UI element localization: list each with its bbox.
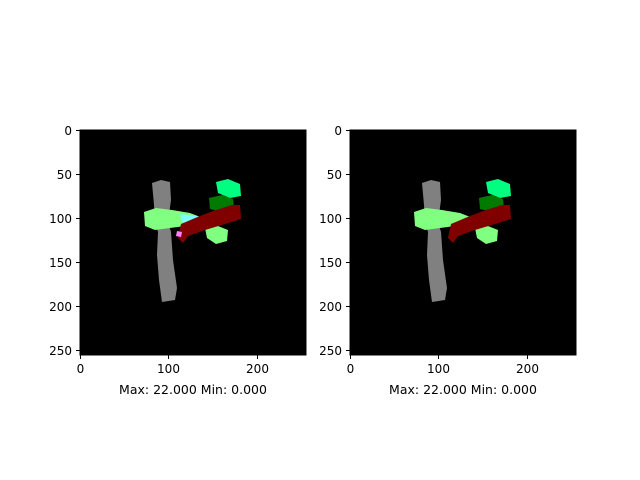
right-x-tick-label: 0 [347, 362, 355, 376]
left-x-tick-label: 100 [157, 362, 180, 376]
right-light-green-lower [475, 226, 498, 244]
right-y-tick-label: 150 [319, 256, 342, 270]
right-y-tick-label: 250 [319, 344, 342, 358]
left-caption: Max: 22.000 Min: 0.000 [119, 382, 267, 397]
left-light-green-lower [205, 226, 228, 244]
right-axes-frame [349, 129, 577, 356]
left-x-ticks [80, 355, 258, 359]
right-panel: 0 50 100 150 200 250 0 100 200 Max: 22.0… [319, 124, 577, 397]
left-y-tick-label: 250 [49, 344, 72, 358]
right-caption: Max: 22.000 Min: 0.000 [389, 382, 537, 397]
left-y-tick-label: 200 [49, 300, 72, 314]
left-y-tick-label: 50 [57, 168, 72, 182]
left-x-tick-label: 200 [246, 362, 269, 376]
left-axes-frame [79, 129, 307, 356]
right-spring-green-top [486, 179, 511, 198]
right-maroon-bar [448, 205, 511, 243]
left-maroon-bar [178, 205, 241, 243]
left-x-tick-label: 0 [77, 362, 85, 376]
right-y-tick-label: 200 [319, 300, 342, 314]
left-y-ticks [76, 130, 80, 351]
right-image-background [350, 130, 576, 355]
left-y-tick-label: 100 [49, 212, 72, 226]
left-image-background [80, 130, 306, 355]
right-x-tick-label: 100 [427, 362, 450, 376]
right-y-tick-label: 0 [334, 124, 342, 138]
right-y-ticks [346, 130, 350, 351]
left-spring-green-top [216, 179, 241, 198]
left-y-tick-label: 0 [64, 124, 72, 138]
right-y-tick-label: 50 [327, 168, 342, 182]
left-panel: 0 50 100 150 200 250 0 100 200 Max: 22.0… [49, 124, 307, 397]
left-magenta-speck [176, 231, 182, 237]
right-x-tick-label: 200 [516, 362, 539, 376]
right-x-ticks [350, 355, 528, 359]
left-y-tick-label: 150 [49, 256, 72, 270]
right-y-tick-label: 100 [319, 212, 342, 226]
